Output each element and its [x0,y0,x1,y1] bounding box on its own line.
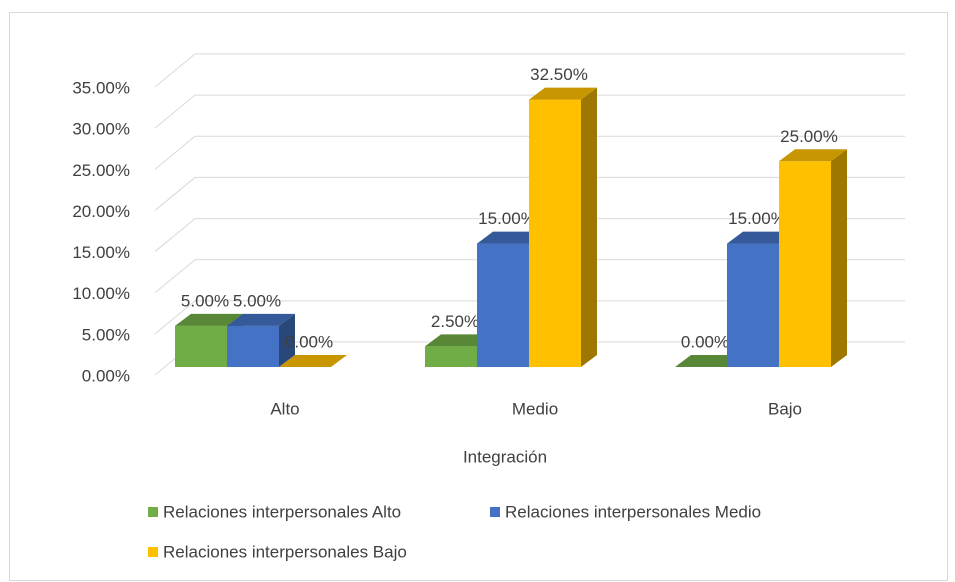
y-tick-label: 20.00% [72,202,130,221]
bar-top [779,149,847,162]
grid-line [154,218,905,252]
data-label: 2.50% [431,312,479,331]
data-label: 32.50% [530,65,588,84]
data-label: 25.00% [780,127,838,146]
bar-front [477,243,529,367]
data-label: 0.00% [681,332,729,351]
bar-front [779,161,831,367]
bar-side [279,313,295,367]
bar-top [477,231,545,244]
legend-label: Relaciones interpersonales Alto [163,502,401,521]
x-tick-label: Alto [270,399,299,418]
data-label: 5.00% [233,291,281,310]
grid-line [154,94,905,129]
y-tick-label: 5.00% [82,325,130,344]
legend-label: Relaciones interpersonales Medio [505,502,761,521]
bar-side [831,149,847,367]
data-label: 5.00% [181,291,229,310]
bar-top [175,313,243,326]
bar-front [227,325,279,367]
bar-top [425,334,493,347]
legend-swatch [490,507,500,517]
x-tick-label: Medio [512,399,558,418]
data-label: 15.00% [728,209,786,228]
legend-swatch [148,547,158,557]
bar-front [727,243,779,367]
bar-top [727,231,795,244]
y-tick-label: 10.00% [72,284,130,303]
data-label: 15.00% [478,209,536,228]
grid-line [154,135,905,170]
y-tick-label: 25.00% [72,161,130,180]
grid-line [154,300,905,335]
x-axis-title: Integración [463,447,547,466]
y-tick-label: 35.00% [72,78,130,97]
bar-front [425,346,477,367]
bar-front [529,99,581,368]
legend-label: Relaciones interpersonales Bajo [163,542,407,561]
x-tick-label: Bajo [768,399,802,418]
bar-top [279,355,347,367]
y-tick-label: 30.00% [72,120,130,139]
bar-top [227,313,295,326]
y-tick-label: 0.00% [82,366,130,385]
bar-side [581,87,597,368]
bar-front [175,325,227,367]
data-label: 0.00% [285,332,333,351]
y-tick-label: 15.00% [72,243,130,262]
grid-line [154,259,905,294]
bar-top [675,355,743,367]
bar-top [529,87,597,100]
grid-line [154,53,905,88]
legend-swatch [148,507,158,517]
grid-line [154,176,905,211]
